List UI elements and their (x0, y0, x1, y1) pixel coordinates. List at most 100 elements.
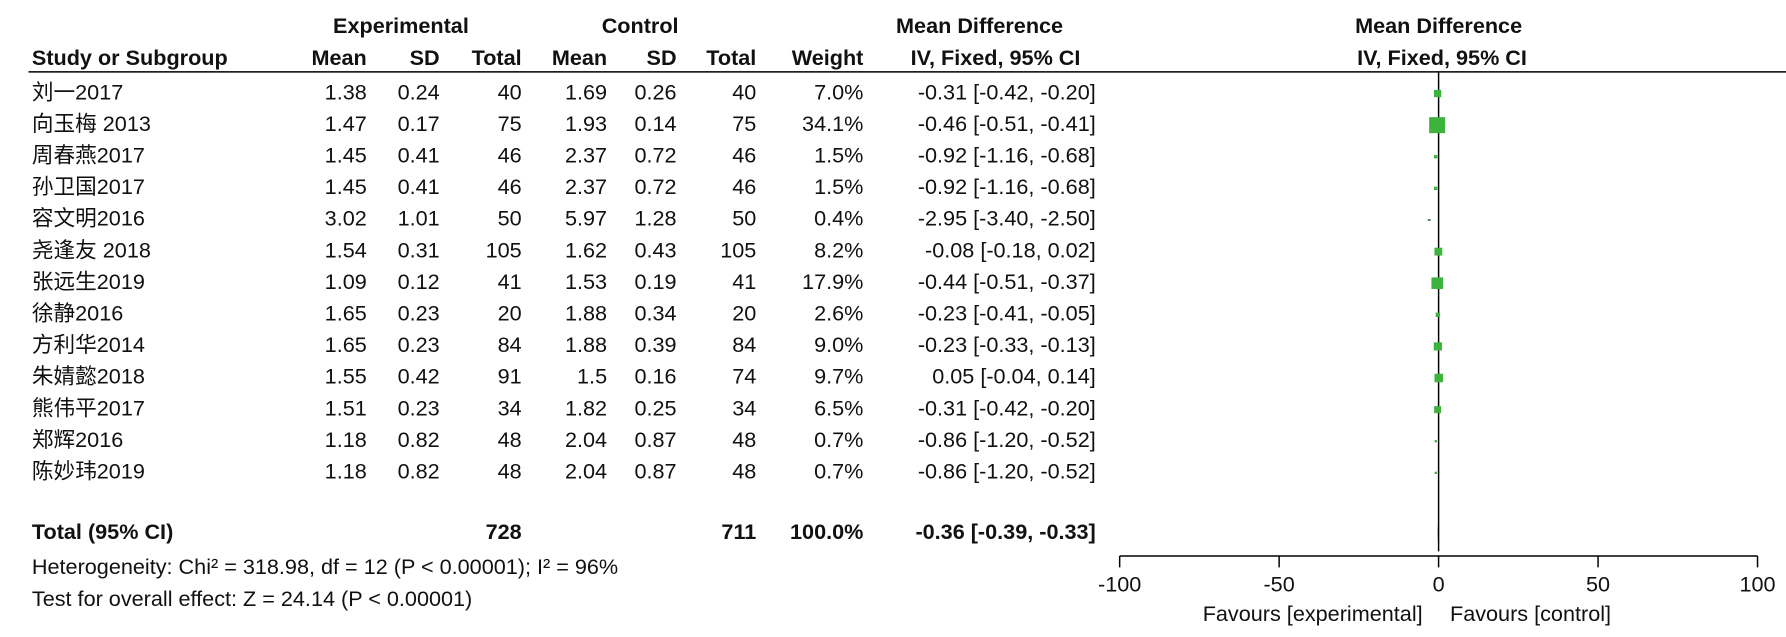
column-header: SD (647, 45, 677, 70)
column-header: Total (706, 45, 756, 70)
study-name: 孙卫国2017 (32, 174, 145, 199)
weight-label: 0.7% (814, 459, 863, 484)
cell: 46 (732, 142, 756, 167)
cell: 3.02 (325, 206, 367, 231)
column-header: SD (410, 45, 440, 70)
cell: 0.41 (398, 174, 440, 199)
group-header: Mean Difference (896, 13, 1063, 38)
cell: 84 (498, 332, 522, 357)
cell: 1.38 (325, 79, 367, 104)
cell: 48 (498, 427, 522, 452)
cell: 0.16 (634, 364, 676, 389)
cell: 46 (498, 142, 522, 167)
effect-square (1435, 312, 1441, 318)
x-label-right: Favours [control] (1450, 601, 1611, 626)
cell: 2.04 (565, 459, 607, 484)
column-header: IV, Fixed, 95% CI (1357, 45, 1527, 70)
x-label-left: Favours [experimental] (1203, 601, 1423, 626)
weight-label: 6.5% (814, 395, 863, 420)
effect-square (1428, 219, 1431, 221)
study-name: 郑辉2016 (32, 427, 123, 452)
cell: 0.31 (398, 237, 440, 262)
weight-label: 2.6% (814, 301, 863, 326)
effect-square (1434, 373, 1444, 383)
x-tick-label: 50 (1586, 571, 1610, 596)
cell: 0.34 (634, 301, 676, 326)
cell: 1.28 (634, 206, 676, 231)
cell: 5.97 (565, 206, 607, 231)
cell: 1.5 (577, 364, 607, 389)
effect-square (1433, 342, 1442, 351)
overall-effect: Test for overall effect: Z = 24.14 (P < … (32, 586, 472, 611)
cell: 0.24 (398, 79, 440, 104)
cell: 0.82 (398, 459, 440, 484)
effect-label: 0.05 [-0.04, 0.14] (932, 364, 1096, 389)
effect-square (1429, 117, 1446, 134)
effect-square (1433, 89, 1442, 98)
cell: 46 (498, 174, 522, 199)
cell: 0.23 (398, 395, 440, 420)
cell: 48 (732, 459, 756, 484)
effect-square (1434, 247, 1443, 256)
cell: 0.14 (634, 111, 676, 136)
cell: 40 (732, 79, 756, 104)
effect-label: -0.86 [-1.20, -0.52] (918, 459, 1096, 484)
cell: 20 (498, 301, 522, 326)
cell: 1.55 (325, 364, 367, 389)
cell: 0.87 (634, 459, 676, 484)
cell: 2.37 (565, 142, 607, 167)
cell: 0.23 (398, 332, 440, 357)
heterogeneity: Heterogeneity: Chi² = 318.98, df = 12 (P… (32, 554, 618, 579)
study-name: 向玉梅 2013 (32, 111, 151, 136)
study-name: 张远生2019 (32, 269, 145, 294)
effect-label: -0.23 [-0.33, -0.13] (918, 332, 1096, 357)
study-name: 朱婧懿2018 (32, 364, 145, 389)
study-name: 陈妙玮2019 (32, 459, 145, 484)
effect-label: -0.31 [-0.42, -0.20] (918, 79, 1096, 104)
cell: 34 (732, 395, 756, 420)
cell: 1.65 (325, 332, 367, 357)
cell: 1.45 (325, 142, 367, 167)
study-name: 尧逢友 2018 (32, 237, 151, 262)
cell: 41 (732, 269, 756, 294)
cell: 50 (498, 206, 522, 231)
cell: 0.72 (634, 142, 676, 167)
weight-label: 1.5% (814, 142, 863, 167)
column-header: Mean (552, 45, 607, 70)
cell: 0.12 (398, 269, 440, 294)
cell: 1.51 (325, 395, 367, 420)
cell: 2.37 (565, 174, 607, 199)
cell: 20 (732, 301, 756, 326)
weight-label: 7.0% (814, 79, 863, 104)
cell: 1.88 (565, 301, 607, 326)
weight-label: 9.0% (814, 332, 863, 357)
effect-square (1434, 406, 1442, 414)
effect-label: -0.92 [-1.16, -0.68] (918, 174, 1096, 199)
effect-label: -0.92 [-1.16, -0.68] (918, 142, 1096, 167)
study-name: 徐静2016 (32, 301, 123, 326)
weight-label: 17.9% (802, 269, 863, 294)
cell: 0.23 (398, 301, 440, 326)
cell: 0.17 (398, 111, 440, 136)
column-header: IV, Fixed, 95% CI (911, 45, 1081, 70)
cell: 1.88 (565, 332, 607, 357)
group-header: Mean Difference (1355, 13, 1522, 38)
cell: 1.65 (325, 301, 367, 326)
total-effect: -0.36 [-0.39, -0.33] (915, 519, 1095, 544)
cell: 0.25 (634, 395, 676, 420)
cell: 1.93 (565, 111, 607, 136)
weight-label: 9.7% (814, 364, 863, 389)
cell: 0.39 (634, 332, 676, 357)
column-header: Study or Subgroup (32, 45, 228, 70)
cell: 1.53 (565, 269, 607, 294)
cell: 1.01 (398, 206, 440, 231)
effect-square (1434, 471, 1437, 474)
cell: 0.82 (398, 427, 440, 452)
effect-square (1434, 440, 1437, 443)
x-tick-label: 100 (1739, 571, 1775, 596)
total-weight: 100.0% (790, 519, 863, 544)
cell: 1.18 (325, 427, 367, 452)
cell: 1.09 (325, 269, 367, 294)
cell: 91 (498, 364, 522, 389)
x-tick-label: -100 (1098, 571, 1141, 596)
